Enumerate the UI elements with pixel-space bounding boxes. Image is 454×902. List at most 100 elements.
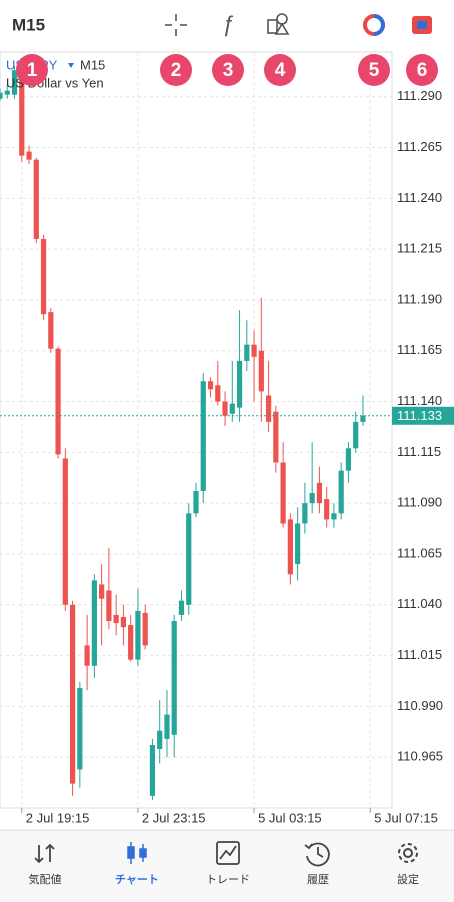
candle-body [295, 523, 301, 565]
candle-body [62, 458, 68, 605]
nav-label[interactable]: 設定 [397, 872, 419, 886]
candle-body [229, 403, 235, 414]
trade-button[interactable] [363, 14, 385, 36]
y-tick-label: 111.140 [397, 393, 442, 408]
candle-body [302, 503, 308, 524]
candle-body [353, 421, 359, 449]
candle-body [142, 612, 148, 646]
candle-body [171, 621, 177, 735]
candle-body [157, 730, 163, 750]
nav-chart-icon[interactable] [127, 842, 147, 864]
nav-bar [0, 830, 454, 902]
candle-body [128, 625, 134, 660]
nav-settings-icon[interactable] [398, 843, 418, 863]
y-tick-label: 111.090 [397, 495, 442, 510]
candle-body [149, 745, 156, 796]
candle-body [33, 159, 39, 239]
symbol-dropdown-arrow[interactable] [68, 63, 74, 68]
y-tick-label: 111.240 [397, 190, 442, 205]
candle-body [99, 584, 105, 599]
nav-label[interactable]: 気配値 [29, 872, 62, 886]
nav-trade-icon[interactable] [216, 841, 240, 865]
candle-body [113, 614, 119, 624]
chart [0, 51, 393, 813]
annotation-label: 1 [27, 60, 38, 81]
candle-body [40, 238, 47, 315]
annotation: 4 [264, 54, 296, 86]
annotation-label: 3 [223, 60, 234, 81]
annotation-label: 5 [369, 60, 380, 81]
annotation: 2 [160, 54, 192, 86]
candle-body [316, 482, 323, 504]
plot-frame [0, 51, 393, 809]
candle-body [200, 381, 206, 491]
candle-body [207, 381, 214, 390]
timeframe-button[interactable]: M15 [12, 15, 45, 34]
candle-body [251, 344, 257, 357]
candle-body [55, 348, 61, 455]
candle-body [265, 395, 272, 422]
candle-body [11, 70, 18, 95]
candle-body [164, 714, 170, 739]
annotation-label: 6 [417, 60, 428, 81]
nav-label[interactable]: 履歴 [307, 873, 329, 886]
candle-body [345, 448, 352, 471]
candle-body [338, 470, 344, 514]
candle-body [91, 580, 97, 666]
candle-body [84, 645, 90, 666]
annotation: 1 [16, 54, 48, 86]
y-tick-label: 111.015 [397, 647, 442, 662]
y-tick-label: 111.265 [397, 139, 442, 154]
candle-body [258, 350, 264, 392]
candle-body [106, 590, 112, 622]
nav-label[interactable]: チャート [115, 873, 159, 886]
candle-body [324, 499, 330, 520]
candle-body [4, 90, 10, 95]
indicators-button[interactable]: ƒ [222, 11, 234, 36]
nav-history-icon[interactable] [304, 842, 330, 867]
crosshair-button[interactable] [165, 14, 187, 36]
y-tick-label: 110.965 [397, 749, 443, 764]
objects-button[interactable] [267, 13, 290, 35]
candle-body [186, 513, 192, 605]
candle-body [287, 519, 293, 575]
annotation: 5 [358, 54, 390, 86]
y-tick-label: 111.065 [397, 545, 442, 560]
x-tick-label: 2 Jul 19:15 [26, 810, 90, 825]
candle-body [222, 401, 228, 416]
candle-body [331, 513, 337, 520]
candle-body [236, 360, 243, 408]
annotation-label: 2 [171, 60, 182, 81]
annotation: 3 [212, 54, 244, 86]
candle-body [193, 490, 199, 514]
candle-body [309, 493, 315, 504]
candle-body [178, 600, 185, 615]
y-tick-label: 111.215 [397, 241, 442, 256]
candle-body [244, 344, 250, 361]
y-tick-label: 111.290 [397, 88, 442, 103]
candle-body [215, 385, 221, 402]
candle-body [48, 312, 54, 349]
annotation-label: 4 [275, 60, 286, 81]
candle-body [77, 688, 83, 770]
y-tick-label: 110.990 [397, 698, 443, 713]
annotation: 6 [406, 54, 438, 86]
y-tick-label: 111.040 [397, 596, 442, 611]
candle-body [26, 151, 32, 160]
candle-body [69, 604, 76, 784]
y-tick-label: 111.165 [397, 342, 442, 357]
x-tick-label: 5 Jul 07:15 [374, 810, 438, 825]
y-tick-label: 111.190 [397, 291, 442, 306]
nav-quotes-icon[interactable] [34, 843, 55, 864]
candle-body [19, 70, 25, 156]
candle-body [135, 610, 141, 660]
x-tick-label: 5 Jul 03:15 [258, 810, 322, 825]
last-price-box [392, 406, 454, 425]
nav-label[interactable]: トレード [206, 874, 250, 886]
candle-body [360, 415, 366, 422]
accounts-button[interactable] [412, 16, 432, 34]
chart-timeframe: M15 [80, 57, 105, 72]
x-tick-label: 2 Jul 23:15 [142, 810, 206, 825]
